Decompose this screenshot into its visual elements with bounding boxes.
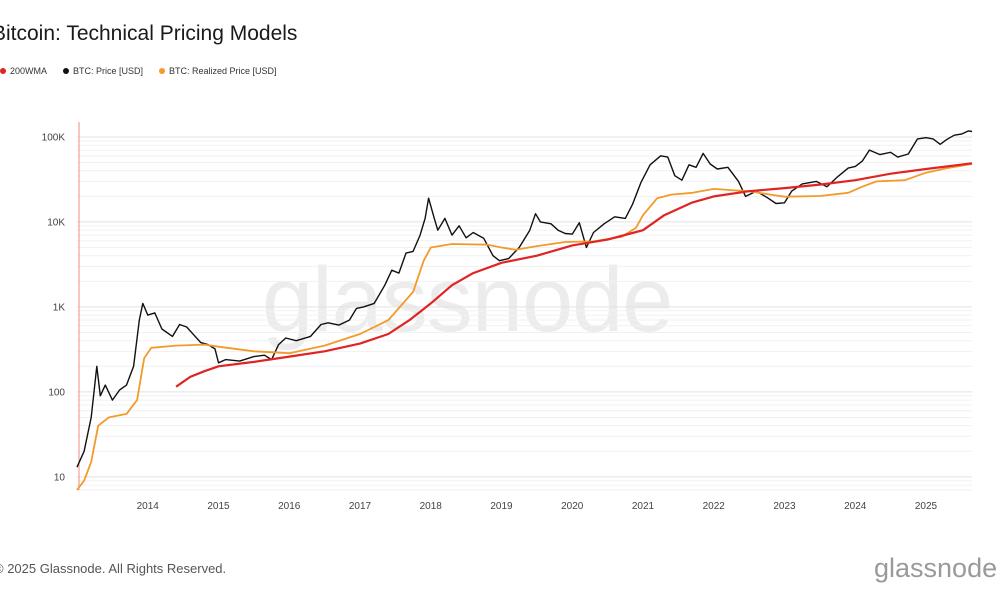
legend-label-price: BTC: Price [USD]	[73, 66, 144, 76]
x-tick-label: 2018	[420, 501, 443, 512]
legend-item-price[interactable]: BTC: Price [USD]	[63, 66, 143, 76]
legend-label-realized: BTC: Realized Price [USD]	[169, 66, 277, 76]
x-tick-label: 2015	[207, 501, 230, 512]
grid-lines	[77, 122, 972, 491]
legend-dot-realized	[159, 68, 166, 74]
legend-label-wma: 200WMA	[10, 66, 48, 76]
x-tick-label: 2025	[915, 501, 938, 512]
brand-logo: glassnode	[874, 553, 998, 583]
y-axis-ticks: 10 100 1K 10K 100K	[42, 132, 66, 483]
legend-item-realized[interactable]: BTC: Realized Price [USD]	[159, 66, 277, 76]
x-tick-label: 2023	[773, 501, 796, 512]
x-tick-label: 2016	[278, 501, 301, 512]
x-tick-label: 2019	[490, 501, 513, 512]
series-line-wma	[175, 162, 973, 388]
y-tick-label: 10	[54, 472, 66, 483]
x-tick-label: 2017	[349, 501, 372, 512]
legend-dot-wma	[0, 68, 6, 74]
x-tick-label: 2024	[844, 501, 867, 512]
y-tick-label: 100	[48, 387, 65, 398]
y-tick-label: 1K	[53, 302, 66, 313]
series-lines	[76, 130, 973, 491]
series-line-btc-price	[76, 130, 973, 468]
copyright-footer: © 2025 Glassnode. All Rights Reserved.	[0, 561, 227, 576]
x-tick-label: 2014	[137, 501, 160, 512]
legend: 200WMA BTC: Price [USD] BTC: Realized Pr…	[0, 66, 277, 76]
series-line-realized-price	[76, 163, 973, 491]
y-tick-label: 10K	[47, 217, 65, 228]
x-tick-label: 2021	[632, 501, 655, 512]
x-tick-label: 2022	[703, 501, 726, 512]
legend-item-wma[interactable]: 200WMA	[0, 66, 47, 76]
chart-title: Bitcoin: Technical Pricing Models	[0, 22, 298, 45]
legend-dot-price	[63, 68, 70, 74]
x-axis-ticks: 2014 2015 2016 2017 2018 2019 2020 2021 2022 2023…	[137, 501, 938, 512]
y-tick-label: 100K	[42, 132, 66, 143]
x-tick-label: 2020	[561, 501, 584, 512]
